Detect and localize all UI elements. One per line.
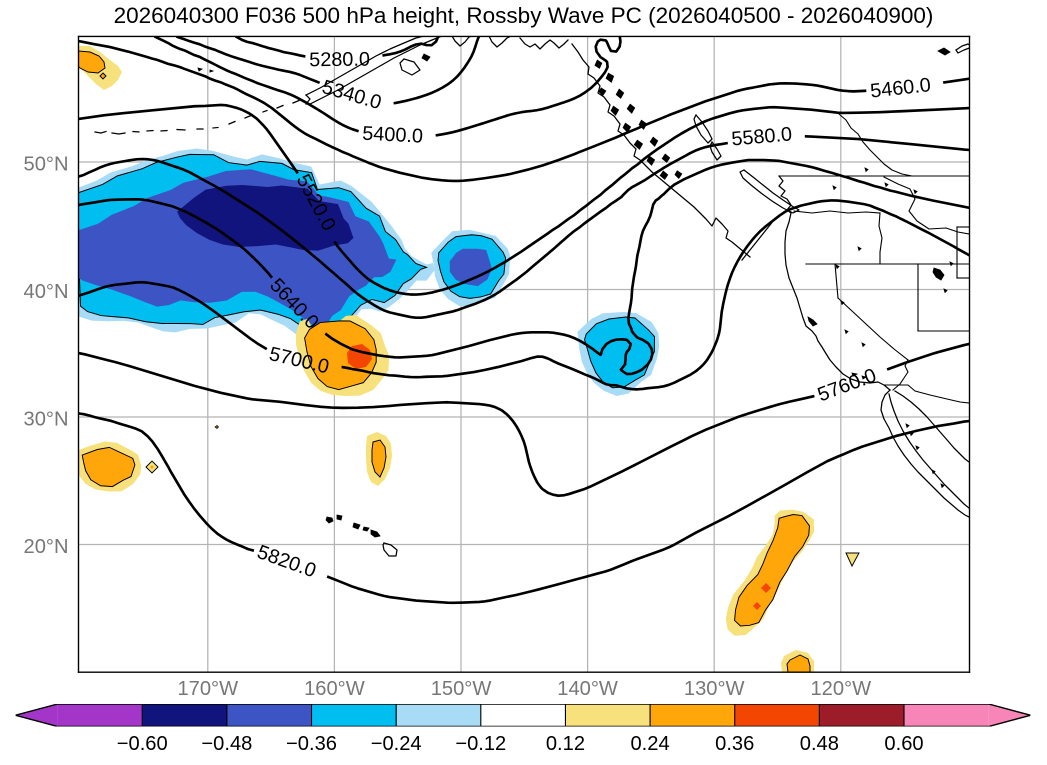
svg-text:120°W: 120°W <box>810 678 871 700</box>
svg-text:50°N: 50°N <box>24 154 69 176</box>
svg-text:0.12: 0.12 <box>546 733 585 755</box>
svg-text:−0.12: −0.12 <box>455 733 506 755</box>
svg-text:130°W: 130°W <box>684 678 745 700</box>
svg-text:40°N: 40°N <box>24 281 69 303</box>
svg-text:0.60: 0.60 <box>884 733 923 755</box>
svg-text:5280.0: 5280.0 <box>309 49 370 72</box>
svg-text:150°W: 150°W <box>431 678 492 700</box>
svg-text:0.24: 0.24 <box>630 733 669 755</box>
svg-text:140°W: 140°W <box>557 678 618 700</box>
svg-text:−0.36: −0.36 <box>286 733 337 755</box>
svg-text:2026040300 F036 500 hPa height: 2026040300 F036 500 hPa height, Rossby W… <box>114 3 934 28</box>
svg-text:−0.60: −0.60 <box>117 733 168 755</box>
svg-text:5580.0: 5580.0 <box>730 123 792 150</box>
svg-text:5400.0: 5400.0 <box>362 123 424 148</box>
svg-text:160°W: 160°W <box>304 678 365 700</box>
svg-text:−0.24: −0.24 <box>371 733 422 755</box>
svg-text:170°W: 170°W <box>177 678 238 700</box>
svg-text:0.36: 0.36 <box>715 733 754 755</box>
svg-text:−0.48: −0.48 <box>201 733 252 755</box>
svg-text:20°N: 20°N <box>24 536 69 558</box>
svg-text:0.48: 0.48 <box>800 733 839 755</box>
svg-text:30°N: 30°N <box>24 409 69 431</box>
